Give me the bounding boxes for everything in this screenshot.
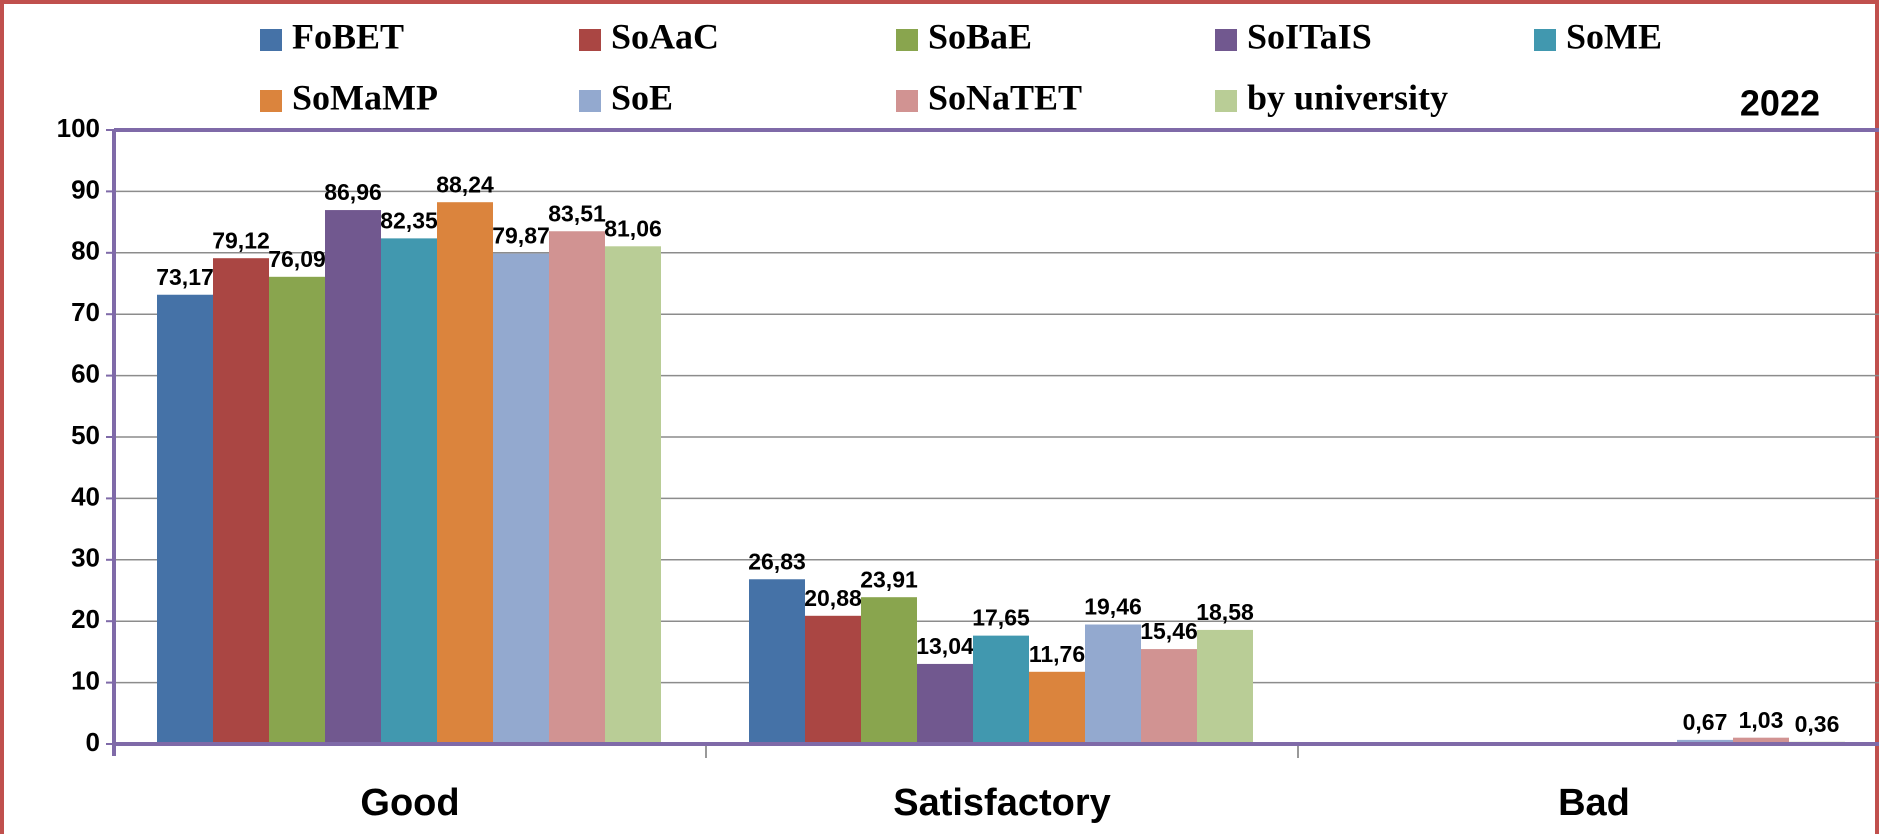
data-label: 86,96 [324,179,382,205]
legend-swatch [1215,29,1237,51]
legend-label: FoBET [292,16,404,56]
y-tick-label: 90 [71,174,100,204]
bar [381,238,437,744]
data-label: 18,58 [1196,599,1254,625]
legend-swatch [896,29,918,51]
data-label: 11,76 [1029,641,1085,667]
y-tick-label: 80 [71,236,100,266]
x-tick-label: Good [360,782,459,824]
y-tick-label: 0 [86,727,100,757]
data-label: 82,35 [380,207,438,233]
bar [213,258,269,744]
bar [1733,737,1789,744]
data-label: 0,67 [1683,709,1728,735]
legend-swatch [260,29,282,51]
x-tick-label: Satisfactory [893,782,1111,824]
y-tick-label: 50 [71,420,100,450]
data-label: 88,24 [436,171,494,197]
legend-swatch [260,90,282,112]
data-label: 19,46 [1084,594,1142,620]
legend-swatch [579,90,601,112]
bar [269,276,325,744]
y-tick-label: 40 [71,481,100,511]
y-tick-label: 100 [57,113,100,143]
bar [157,294,213,744]
y-tick-label: 70 [71,297,100,327]
bar [805,615,861,744]
bar [861,597,917,744]
legend-swatch [579,29,601,51]
legend-label: SoME [1566,16,1662,56]
bar [325,210,381,744]
data-label: 17,65 [972,605,1030,631]
bar [1197,629,1253,744]
data-label: 83,51 [548,200,606,226]
data-label: 73,17 [156,264,214,290]
bar [917,663,973,744]
x-tick-label: Bad [1558,782,1630,824]
bar [1029,671,1085,744]
bar [1085,624,1141,744]
bar [973,635,1029,744]
legend-label: SoE [611,77,673,117]
legend-label: SoAaC [611,16,719,56]
y-tick-label: 60 [71,358,100,388]
legend-label: SoNaTET [928,77,1082,117]
legend-label: by university [1247,77,1448,117]
data-label: 23,91 [860,566,918,592]
data-label: 79,87 [492,223,550,249]
legend-swatch [1215,90,1237,112]
bar [605,246,661,744]
data-label: 1,03 [1739,707,1784,733]
bar [1141,649,1197,744]
legend-swatch [896,90,918,112]
y-tick-label: 30 [71,543,100,573]
data-label: 13,04 [916,633,974,659]
y-tick-label: 10 [71,665,100,695]
bar [549,231,605,744]
bar [1677,739,1733,744]
bar [493,253,549,744]
legend-label: SoITaIS [1247,16,1372,56]
y-tick-label: 20 [71,604,100,634]
legend-label: SoBaE [928,16,1032,56]
legend-swatch [1534,29,1556,51]
data-label: 20,88 [804,585,862,611]
bar [749,579,805,744]
data-label: 26,83 [748,548,806,574]
year-annotation: 2022 [1740,83,1820,124]
data-label: 81,06 [604,215,662,241]
bar [437,202,493,744]
data-label: 76,09 [268,246,326,272]
data-label: 79,12 [212,227,270,253]
data-label: 15,46 [1140,618,1198,644]
data-label: 0,36 [1795,711,1840,737]
legend-label: SoMaMP [292,77,438,117]
